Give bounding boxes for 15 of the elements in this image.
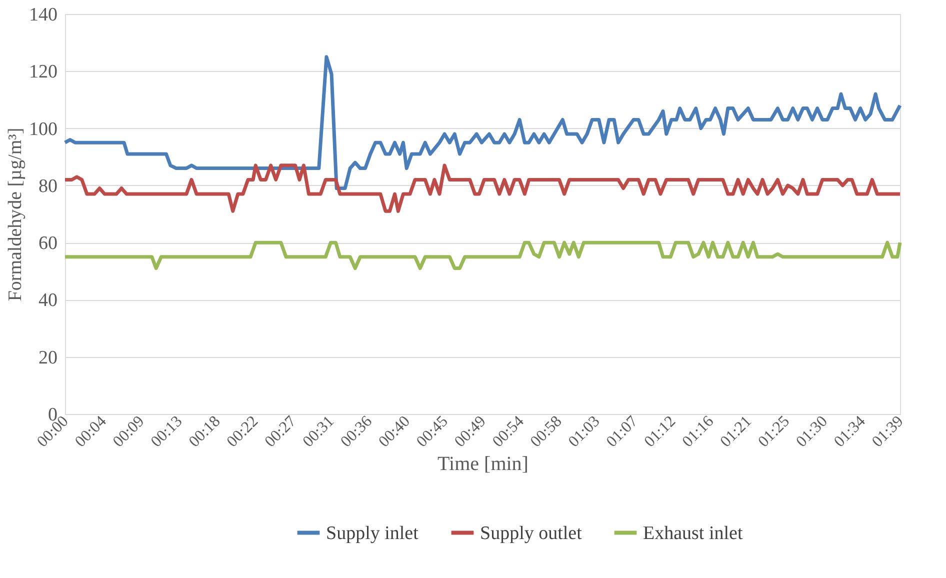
legend-label: Supply inlet — [326, 522, 420, 544]
legend-label: Supply outlet — [480, 522, 583, 544]
y-tick-label: 80 — [38, 176, 58, 197]
line-series — [63, 55, 902, 190]
y-tick-label: 140 — [29, 4, 58, 26]
legend-label: Exhaust inlet — [643, 522, 744, 544]
y-tick-label: 40 — [38, 290, 58, 312]
y-tick-label: 60 — [38, 233, 58, 254]
y-tick-label: 20 — [38, 347, 58, 368]
line-series — [63, 164, 902, 213]
y-axis-title: Formaldehyde [µg/m³] — [5, 128, 26, 302]
x-axis-title: Time [min] — [438, 452, 528, 475]
line-series — [63, 240, 902, 270]
y-tick-label: 120 — [29, 62, 58, 83]
y-tick-label: 100 — [29, 118, 58, 140]
